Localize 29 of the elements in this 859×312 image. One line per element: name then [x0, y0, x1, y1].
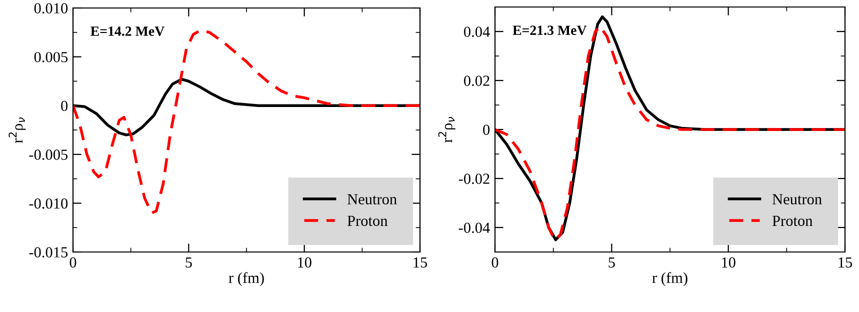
y-tick-label: -0.02 — [458, 174, 490, 184]
legend-label: Neutron — [347, 194, 397, 204]
x-tick-label: 0 — [70, 257, 76, 268]
y-tick-label: 0.04 — [464, 26, 490, 38]
annotation: E=14.2 MeV — [90, 26, 164, 36]
x-tick-label: 5 — [608, 257, 615, 268]
y-tick-label: 0.010 — [34, 3, 68, 14]
y-tick-label: -0.015 — [29, 247, 68, 258]
annotation: E=21.3 MeV — [512, 26, 587, 36]
x-tick-label: 10 — [298, 257, 312, 268]
x-tick-label: 15 — [414, 257, 428, 268]
legend-label: Proton — [347, 216, 388, 226]
x-tick-label: 15 — [838, 257, 852, 268]
x-tick-label: 10 — [722, 257, 736, 268]
y-tick-label: 0 — [483, 124, 490, 135]
y-tick-label: -0.005 — [29, 150, 68, 160]
y-axis-title: r$^{2}$ρ$_{ν}$ — [438, 116, 456, 143]
y-axis-title: r$^{2}$ρ$_{ν}$ — [8, 117, 26, 144]
legend-label: Neutron — [772, 194, 822, 204]
y-tick-label: 0.02 — [464, 76, 490, 86]
legend-label: Proton — [772, 216, 813, 226]
x-axis-title: r (fm) — [228, 272, 264, 286]
x-tick-label: 5 — [186, 257, 192, 268]
x-tick-label: 0 — [492, 257, 498, 268]
y-tick-label: -0.04 — [458, 222, 490, 234]
y-tick-label: -0.010 — [29, 198, 68, 209]
y-tick-label: 0 — [61, 100, 68, 112]
y-tick-label: 0.005 — [34, 52, 68, 62]
x-axis-title: r (fm) — [652, 272, 688, 286]
